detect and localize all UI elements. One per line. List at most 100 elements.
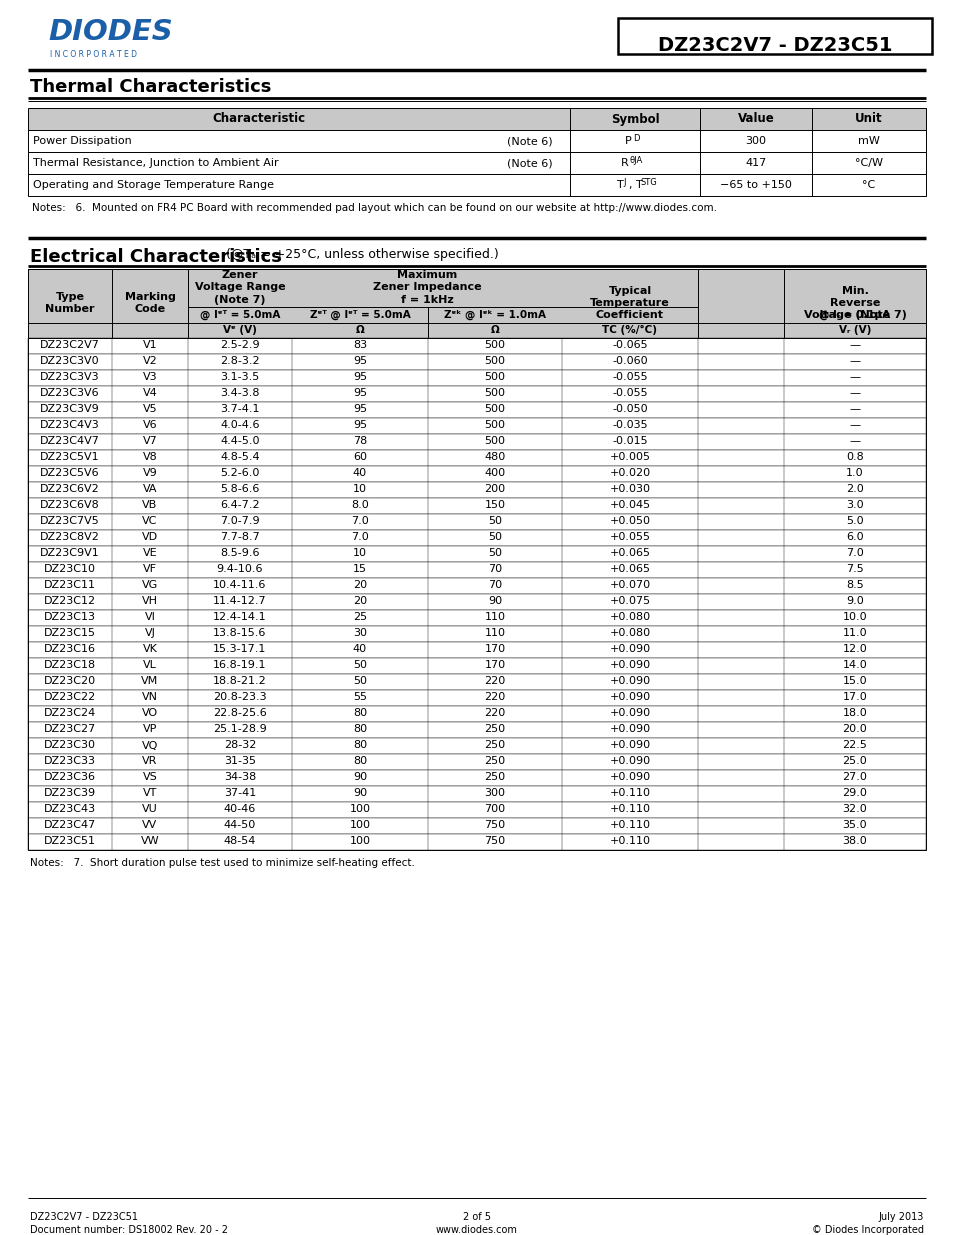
Text: 30: 30 [353, 629, 367, 638]
Text: 44-50: 44-50 [224, 820, 255, 830]
Text: °C/W: °C/W [854, 158, 882, 168]
Text: 60: 60 [353, 452, 367, 462]
Bar [28, 705, 925, 721]
Text: 150: 150 [484, 500, 505, 510]
Text: VH: VH [142, 597, 158, 606]
Text: —: — [848, 389, 860, 399]
Text: 220: 220 [484, 709, 505, 719]
Text: DZ23C15: DZ23C15 [44, 629, 96, 638]
Text: -0.055: -0.055 [612, 389, 647, 399]
Text: DZ23C24: DZ23C24 [44, 709, 96, 719]
Text: +0.020: +0.020 [609, 468, 650, 478]
Text: V7: V7 [143, 436, 157, 447]
Text: V6: V6 [143, 420, 157, 431]
Text: V9: V9 [143, 468, 157, 478]
Text: °C: °C [862, 180, 875, 190]
Text: 11.4-12.7: 11.4-12.7 [213, 597, 267, 606]
Text: +0.110: +0.110 [609, 820, 650, 830]
Text: V3: V3 [143, 373, 157, 383]
Text: VG: VG [142, 580, 158, 590]
Bar [28, 337, 925, 850]
Text: STG: STG [640, 178, 657, 186]
Text: T: T [617, 180, 623, 190]
Text: 5.0: 5.0 [845, 516, 862, 526]
Text: 70: 70 [487, 580, 501, 590]
Text: 3.0: 3.0 [845, 500, 862, 510]
Text: Power Dissipation: Power Dissipation [33, 136, 132, 146]
Bar [618, 19, 931, 54]
Text: 20: 20 [353, 597, 367, 606]
Text: Operating and Storage Temperature Range: Operating and Storage Temperature Range [33, 180, 274, 190]
Text: 0.8: 0.8 [845, 452, 863, 462]
Text: DZ23C51: DZ23C51 [44, 836, 96, 846]
Text: 90: 90 [487, 597, 501, 606]
Text: DZ23C43: DZ23C43 [44, 804, 96, 815]
Text: +0.090: +0.090 [609, 773, 650, 783]
Text: DZ23C20: DZ23C20 [44, 677, 96, 687]
Text: DZ23C33: DZ23C33 [44, 757, 96, 767]
Text: VC: VC [142, 516, 157, 526]
Text: 500: 500 [484, 436, 505, 447]
Text: VM: VM [141, 677, 158, 687]
Text: 78: 78 [353, 436, 367, 447]
Text: Typical
Temperature
Coefficient: Typical Temperature Coefficient [590, 285, 669, 320]
Text: +0.090: +0.090 [609, 693, 650, 703]
Text: +0.080: +0.080 [609, 613, 650, 622]
Text: 90: 90 [353, 788, 367, 799]
Text: 7.0: 7.0 [351, 516, 369, 526]
Bar [28, 802, 925, 818]
Text: DZ23C47: DZ23C47 [44, 820, 96, 830]
Text: +0.050: +0.050 [609, 516, 650, 526]
Text: 500: 500 [484, 357, 505, 367]
Text: P: P [624, 136, 631, 146]
Text: 50: 50 [353, 677, 367, 687]
Text: +0.065: +0.065 [609, 548, 650, 558]
Text: 15.3-17.1: 15.3-17.1 [213, 645, 267, 655]
Text: VO: VO [142, 709, 158, 719]
Text: DZ23C6V2: DZ23C6V2 [40, 484, 100, 494]
Text: DZ23C3V0: DZ23C3V0 [40, 357, 100, 367]
Text: 48-54: 48-54 [224, 836, 256, 846]
Text: +0.090: +0.090 [609, 725, 650, 735]
Text: 95: 95 [353, 373, 367, 383]
Bar [28, 130, 925, 152]
Text: -0.055: -0.055 [612, 373, 647, 383]
Text: 10: 10 [353, 548, 367, 558]
Text: 50: 50 [488, 516, 501, 526]
Text: 7.0-7.9: 7.0-7.9 [220, 516, 259, 526]
Bar [28, 385, 925, 401]
Bar [28, 337, 925, 353]
Text: 300: 300 [744, 136, 765, 146]
Text: +0.110: +0.110 [609, 788, 650, 799]
Text: 20: 20 [353, 580, 367, 590]
Text: @ Iᵄᵀ = 5.0mA: @ Iᵄᵀ = 5.0mA [199, 309, 280, 320]
Text: DIODES: DIODES [48, 19, 172, 46]
Text: —: — [848, 436, 860, 447]
Text: R: R [620, 158, 628, 168]
Text: DZ23C22: DZ23C22 [44, 693, 96, 703]
Text: DZ23C39: DZ23C39 [44, 788, 96, 799]
Text: 8.0: 8.0 [351, 500, 369, 510]
Text: VS: VS [143, 773, 157, 783]
Text: 2.8-3.2: 2.8-3.2 [220, 357, 259, 367]
Text: DZ23C3V9: DZ23C3V9 [40, 405, 100, 415]
Text: 95: 95 [353, 389, 367, 399]
Text: VB: VB [142, 500, 157, 510]
Text: DZ23C2V7 - DZ23C51: DZ23C2V7 - DZ23C51 [657, 36, 891, 56]
Text: +0.075: +0.075 [609, 597, 650, 606]
Bar [28, 530, 925, 546]
Text: @ Iᵣ = 0.1μA: @ Iᵣ = 0.1μA [819, 309, 890, 320]
Text: 90: 90 [353, 773, 367, 783]
Text: D: D [633, 135, 639, 143]
Text: 37-41: 37-41 [224, 788, 255, 799]
Text: 8.5: 8.5 [845, 580, 863, 590]
Text: V1: V1 [143, 341, 157, 351]
Text: 2 of 5
www.diodes.com: 2 of 5 www.diodes.com [436, 1212, 517, 1235]
Text: 3.4-3.8: 3.4-3.8 [220, 389, 259, 399]
Bar [28, 562, 925, 578]
Text: -0.060: -0.060 [612, 357, 647, 367]
Text: Ω: Ω [490, 325, 498, 335]
Text: 200: 200 [484, 484, 505, 494]
Bar [28, 578, 925, 594]
Text: —: — [848, 420, 860, 431]
